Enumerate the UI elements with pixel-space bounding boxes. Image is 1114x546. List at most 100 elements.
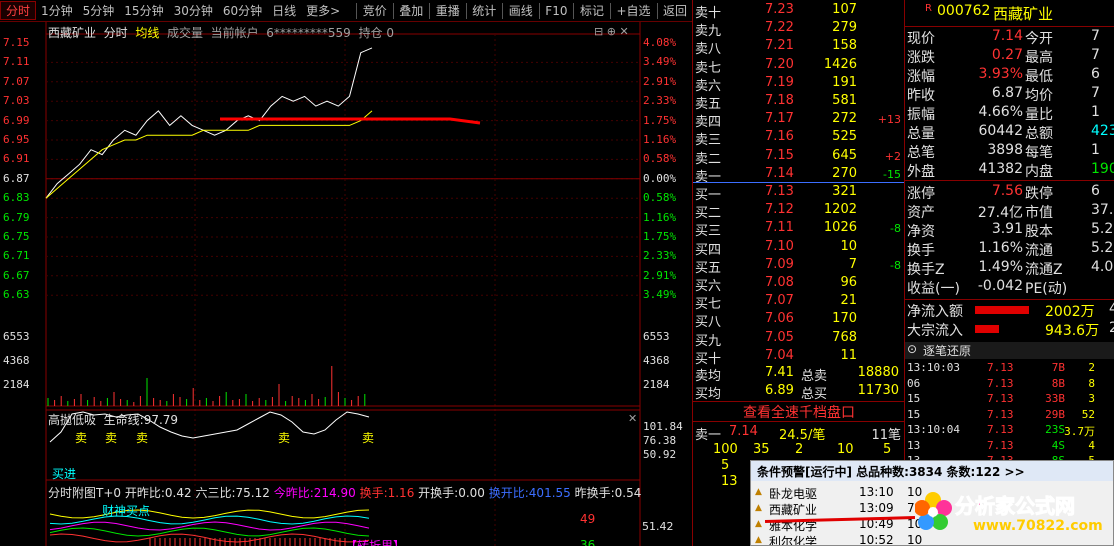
- ask-row[interactable]: 卖八 7.21 158: [693, 37, 904, 57]
- full-depth-link[interactable]: 查看全速千档盘口: [743, 405, 855, 421]
- tab-6[interactable]: 日线: [272, 4, 297, 18]
- info-value-2: 1: [1091, 142, 1100, 158]
- ask-row[interactable]: 卖七 7.20 1426: [693, 56, 904, 76]
- indicator1-tick: 101.84: [643, 420, 683, 433]
- alert-row[interactable]: ▲ 西藏矿业 13:09 7: [751, 501, 1113, 517]
- tab-1[interactable]: 1分钟: [41, 4, 73, 18]
- bid-row[interactable]: 买六 7.08 96: [693, 274, 904, 294]
- bid-row[interactable]: 买四 7.10 10: [693, 238, 904, 258]
- tool-button-6[interactable]: 标记: [579, 4, 604, 18]
- ask-row[interactable]: 卖五 7.18 581: [693, 92, 904, 112]
- alert-up-icon: ▲: [755, 487, 762, 497]
- bid-row[interactable]: 买三 7.11 1026 -8: [693, 219, 904, 240]
- logo-text: 分析家公式网: [955, 494, 1076, 519]
- intraday-chart[interactable]: [0, 22, 692, 546]
- kaihuan-label: 开换手:: [418, 486, 459, 500]
- bid-label: 买五: [695, 260, 722, 276]
- tool-button-5[interactable]: F10: [545, 3, 568, 18]
- tab-7[interactable]: 更多>: [306, 4, 341, 18]
- ask-price: 7.20: [765, 56, 794, 72]
- huankai-label: 换开比:: [488, 486, 529, 500]
- tool-button-1[interactable]: 叠加: [399, 4, 424, 18]
- ask-row[interactable]: 卖六 7.19 191: [693, 74, 904, 94]
- bigflow-label: 大宗流入: [907, 323, 963, 339]
- toggle-icon[interactable]: ⊟: [594, 25, 604, 38]
- netflow-label: 净流入额: [907, 304, 963, 320]
- pct-tick: 4.08%: [643, 36, 677, 49]
- tick-count: 4: [1088, 438, 1095, 452]
- bid-price: 7.10: [765, 238, 794, 254]
- zuohuan-label: 昨换手:: [574, 486, 615, 500]
- alert-row[interactable]: ▲ 雅本化学 10:49 10: [751, 517, 1113, 533]
- alert-up-icon: ▲: [755, 535, 762, 545]
- indicator1-tick: 76.38: [643, 434, 677, 447]
- tab-5[interactable]: 60分钟: [222, 4, 263, 18]
- bid-row[interactable]: 买一 7.13 321: [693, 183, 904, 203]
- bid-label: 买八: [695, 315, 722, 331]
- close-icon[interactable]: ✕: [619, 25, 629, 38]
- tool-button-8[interactable]: 返回: [663, 4, 688, 18]
- stock-name: 西藏矿业: [48, 26, 97, 40]
- ask-row[interactable]: 卖九 7.22 279: [693, 19, 904, 39]
- tool-button-7[interactable]: +自选: [616, 4, 651, 18]
- chart-controls[interactable]: ⊟ ⊕ ✕: [594, 25, 629, 38]
- add-icon[interactable]: ⊕: [606, 25, 616, 38]
- ask-volume: 525: [832, 129, 857, 145]
- ask-volume: 107: [832, 2, 857, 17]
- bid-row[interactable]: 买九 7.05 768: [693, 329, 904, 349]
- alert-value: 7: [907, 501, 915, 515]
- ask-row[interactable]: 卖三 7.16 525: [693, 128, 904, 148]
- tab-4[interactable]: 30分钟: [173, 4, 213, 18]
- alert-row[interactable]: ▲ 卧龙电驱 13:10 10: [751, 485, 1113, 501]
- ask-price: 7.18: [765, 93, 794, 108]
- lifeline-value: 97.79: [143, 413, 179, 427]
- queue-size: 35: [753, 442, 770, 457]
- alert-up-icon: ▲: [755, 503, 762, 513]
- price-line: [45, 47, 373, 199]
- bid-row[interactable]: 买五 7.09 7 -8: [693, 256, 904, 276]
- bid-summary-total-label: 总买: [801, 387, 828, 402]
- tool-button-3[interactable]: 统计: [472, 4, 497, 18]
- tick-time: 15: [907, 392, 921, 405]
- tab-3[interactable]: 15分钟: [124, 4, 164, 18]
- bid-volume: 11: [840, 347, 857, 363]
- tab-2[interactable]: 5分钟: [82, 4, 115, 18]
- info-value: 0.27: [991, 47, 1023, 63]
- ask-row[interactable]: 卖四 7.17 272 +13: [693, 110, 904, 130]
- info-row: 换手 1.16% 流通 5.2: [905, 240, 1114, 259]
- book-divider: [693, 182, 904, 183]
- tool-button-0[interactable]: 竞价: [362, 4, 387, 18]
- alert-title[interactable]: 条件预警[运行中] 总品种数:3834 条数:122 >>: [751, 461, 1113, 481]
- bid-row[interactable]: 买十 7.04 11: [693, 347, 904, 367]
- ask-row[interactable]: 卖十 7.23 107: [693, 1, 904, 21]
- indicator1-close-icon[interactable]: ✕: [628, 412, 638, 425]
- ask-label: 卖二: [695, 151, 722, 167]
- collapse-icon[interactable]: ⊙: [907, 342, 918, 356]
- ask-row[interactable]: 卖二 7.15 645 +2: [693, 147, 904, 167]
- info-label-2: 最高: [1025, 50, 1053, 66]
- sell-signal-mark: 卖: [362, 431, 375, 445]
- indicator2-header: 分时附图T+0 开昨比:0.42 六三比:75.12 今昨比:214.90 换手…: [48, 484, 641, 501]
- bid-label: 买三: [695, 224, 722, 240]
- bid-row[interactable]: 买八 7.06 170: [693, 310, 904, 331]
- tab-0[interactable]: 分时: [0, 1, 37, 20]
- info-label-2: 每笔: [1025, 145, 1053, 161]
- bid-row[interactable]: 买七 7.07 21: [693, 292, 904, 313]
- pct-tick: 3.49%: [643, 288, 677, 302]
- pct-tick: 3.49%: [643, 55, 677, 69]
- bid-label: 买二: [695, 206, 722, 222]
- ask-row[interactable]: 卖一 7.14 270 -15: [693, 165, 904, 185]
- bid-row[interactable]: 买二 7.12 1202: [693, 201, 904, 222]
- tool-button-4[interactable]: 画线: [508, 4, 533, 18]
- info-row: 涨停 7.56 跌停 6: [905, 183, 1114, 202]
- tool-button-2[interactable]: 重播: [435, 4, 460, 18]
- alert-row[interactable]: ▲ 利尔化学 10:52 10: [751, 533, 1113, 545]
- price-tick: 6.71: [3, 249, 30, 263]
- indicator2-line: [49, 521, 370, 531]
- intraday-chart-area[interactable]: 西藏矿业 分时 均线 成交量 当前帐户 6*********559 持仓 0 ⊟…: [0, 22, 692, 546]
- bid-label: 买九: [695, 333, 722, 349]
- ticks-header[interactable]: ⊙ 逐笔还原: [905, 342, 1114, 359]
- r-badge-icon: R: [925, 3, 932, 14]
- bid-label: 买七: [695, 297, 722, 313]
